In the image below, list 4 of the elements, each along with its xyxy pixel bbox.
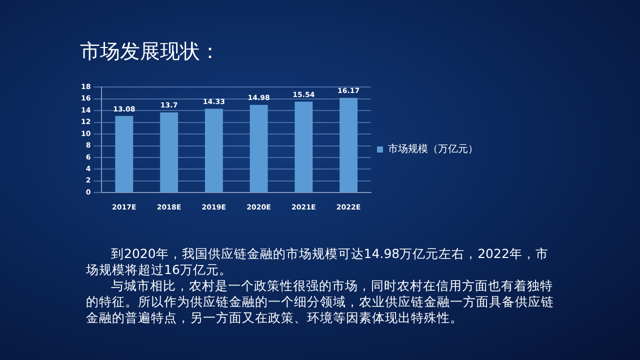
text: 到2020年，我国供应链金融的市场规模可达14.98万亿元左右，2022年，市场规模将超过16万亿元。 <box>86 246 550 278</box>
legend-label: 市场规模（万亿元） <box>388 143 478 156</box>
chart-title: 市场发展现状： <box>80 38 220 65</box>
text: 与城市相比，农村是一个政策性很强的市场，同时农村在信用方面也有着独特的特征。所以作为供应链金融的一个细分领域，农业供应链金融一方面具备供应链金融的普遍特点，另一方面又在政策、环境等因素体现出特殊性。 <box>86 278 555 326</box>
